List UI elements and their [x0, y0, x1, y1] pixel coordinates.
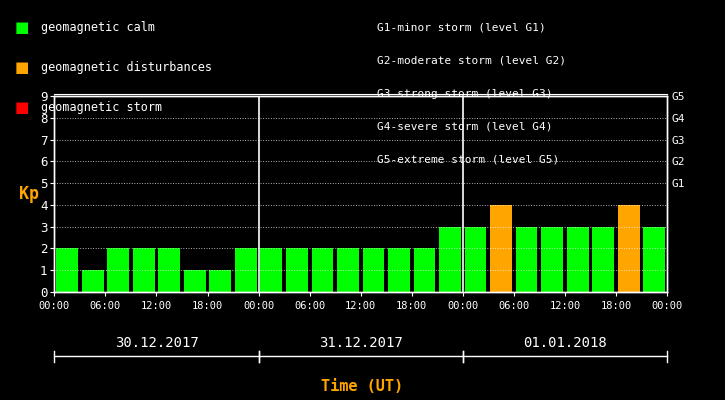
Text: geomagnetic calm: geomagnetic calm — [41, 22, 154, 34]
Bar — [158, 248, 180, 292]
Bar — [515, 227, 537, 292]
Text: Time (UT): Time (UT) — [321, 379, 404, 394]
Bar — [133, 248, 154, 292]
Text: ■: ■ — [14, 60, 29, 76]
Bar — [618, 205, 639, 292]
Bar — [184, 270, 206, 292]
Bar — [542, 227, 563, 292]
Text: G4-severe storm (level G4): G4-severe storm (level G4) — [377, 121, 552, 131]
Bar — [260, 248, 282, 292]
Bar — [414, 248, 435, 292]
Bar — [567, 227, 589, 292]
Text: 30.12.2017: 30.12.2017 — [115, 336, 199, 350]
Text: 31.12.2017: 31.12.2017 — [319, 336, 402, 350]
Text: G1-minor storm (level G1): G1-minor storm (level G1) — [377, 23, 546, 33]
Bar — [82, 270, 104, 292]
Bar — [57, 248, 78, 292]
Bar — [643, 227, 665, 292]
Bar — [439, 227, 461, 292]
Bar — [235, 248, 257, 292]
Bar — [210, 270, 231, 292]
Bar — [107, 248, 129, 292]
Text: ■: ■ — [14, 20, 29, 36]
Bar — [312, 248, 334, 292]
Text: G5-extreme storm (level G5): G5-extreme storm (level G5) — [377, 154, 559, 164]
Y-axis label: Kp: Kp — [19, 185, 39, 203]
Text: geomagnetic disturbances: geomagnetic disturbances — [41, 62, 212, 74]
Bar — [388, 248, 410, 292]
Text: geomagnetic storm: geomagnetic storm — [41, 102, 162, 114]
Bar — [362, 248, 384, 292]
Bar — [592, 227, 614, 292]
Bar — [465, 227, 486, 292]
Text: 01.01.2018: 01.01.2018 — [523, 336, 607, 350]
Text: G2-moderate storm (level G2): G2-moderate storm (level G2) — [377, 56, 566, 66]
Text: G3-strong storm (level G3): G3-strong storm (level G3) — [377, 89, 552, 99]
Bar — [337, 248, 359, 292]
Text: ■: ■ — [14, 100, 29, 116]
Bar — [286, 248, 307, 292]
Bar — [490, 205, 512, 292]
